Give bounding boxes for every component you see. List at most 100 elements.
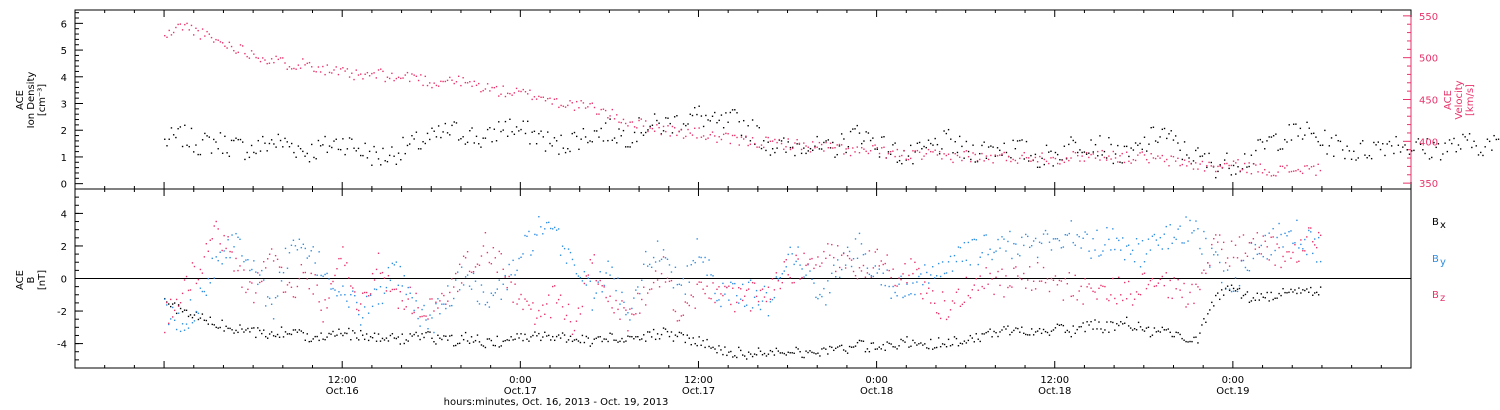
- density-point: [500, 130, 502, 133]
- density-point: [587, 141, 589, 144]
- bz-point: [187, 289, 190, 292]
- density-point: [756, 125, 758, 127]
- density-tick-label: 1: [61, 153, 67, 164]
- bx-point: [1060, 323, 1063, 326]
- bz-point: [658, 286, 661, 288]
- velocity-point: [754, 142, 756, 145]
- density-point: [1417, 138, 1420, 140]
- bx-point: [466, 340, 469, 342]
- bz-point: [757, 300, 760, 303]
- density-point: [1402, 146, 1404, 148]
- density-point: [469, 130, 471, 132]
- by-point: [544, 228, 546, 230]
- bz-point: [498, 250, 500, 253]
- bz-point: [280, 266, 283, 269]
- bz-point: [767, 286, 770, 288]
- density-point: [1390, 145, 1393, 147]
- velocity-point: [1021, 154, 1023, 157]
- density-point: [348, 137, 351, 139]
- density-point: [943, 130, 945, 132]
- bz-point: [215, 220, 217, 223]
- bz-point: [1078, 290, 1080, 292]
- by-point: [520, 256, 522, 258]
- bz-point: [508, 275, 510, 278]
- bx-point: [577, 340, 580, 342]
- bz-point: [1092, 290, 1094, 293]
- bx-point: [900, 338, 902, 341]
- by-point: [409, 292, 411, 294]
- b-tick-label: -4: [57, 340, 67, 351]
- bx-point: [1159, 331, 1162, 333]
- bz-point: [1256, 232, 1259, 234]
- by-point: [265, 305, 267, 307]
- bz-point: [367, 295, 370, 297]
- bx-point: [1032, 334, 1035, 336]
- bz-point: [171, 316, 174, 318]
- bx-point: [603, 338, 605, 340]
- bx-point: [445, 335, 447, 337]
- velocity-point: [382, 70, 384, 73]
- density-point: [555, 140, 558, 142]
- bx-point: [536, 335, 538, 337]
- velocity-point: [669, 135, 671, 137]
- velocity-point: [489, 90, 491, 92]
- bx-point: [1284, 291, 1286, 294]
- by-point: [365, 295, 368, 298]
- bz-point: [1086, 286, 1088, 288]
- bx-point: [730, 350, 732, 353]
- by-point: [433, 331, 435, 334]
- bz-point: [672, 309, 675, 311]
- by-point: [310, 250, 312, 252]
- density-point: [1114, 153, 1117, 155]
- bz-point: [447, 300, 449, 302]
- bz-point: [1183, 282, 1185, 285]
- bx-point: [702, 339, 704, 342]
- density-point: [224, 135, 226, 138]
- density-point: [996, 147, 999, 149]
- by-point: [526, 235, 528, 238]
- bx-point: [625, 340, 627, 342]
- density-point: [522, 120, 524, 122]
- density-tick-label: 5: [61, 46, 67, 57]
- velocity-point: [1050, 157, 1052, 159]
- bz-point: [771, 278, 774, 280]
- bz-point: [615, 299, 617, 302]
- bx-point: [276, 333, 279, 336]
- density-point: [1451, 142, 1453, 145]
- density-point: [1397, 144, 1400, 146]
- velocity-point: [217, 39, 219, 41]
- density-point: [780, 140, 783, 142]
- bz-point: [922, 297, 924, 300]
- density-point: [1188, 157, 1190, 159]
- density-point: [544, 150, 547, 152]
- density-point: [1168, 133, 1170, 135]
- velocity-point: [1019, 157, 1021, 160]
- bz-point: [724, 285, 726, 288]
- density-point: [967, 150, 970, 153]
- bz-point: [1211, 243, 1213, 246]
- density-tick-label: 6: [61, 19, 67, 30]
- by-point: [890, 297, 892, 299]
- by-point: [385, 286, 388, 289]
- by-point: [1038, 241, 1041, 243]
- velocity-point: [1063, 161, 1066, 164]
- bz-point: [183, 279, 186, 281]
- density-point: [1281, 148, 1284, 150]
- density-point: [366, 157, 369, 159]
- bx-point: [647, 331, 649, 333]
- velocity-point: [1010, 160, 1012, 163]
- velocity-point: [308, 61, 311, 64]
- velocity-point: [1297, 168, 1299, 171]
- bx-point: [621, 337, 623, 340]
- velocity-point: [856, 146, 858, 148]
- by-point: [1195, 220, 1197, 222]
- density-point: [1404, 144, 1406, 146]
- velocity-point: [1016, 162, 1019, 164]
- by-point: [223, 250, 225, 252]
- density-point: [1123, 145, 1126, 148]
- velocity-point: [896, 148, 899, 151]
- bx-point: [876, 348, 878, 350]
- velocity-point: [696, 137, 698, 139]
- velocity-point: [898, 155, 901, 158]
- by-point: [1114, 248, 1116, 251]
